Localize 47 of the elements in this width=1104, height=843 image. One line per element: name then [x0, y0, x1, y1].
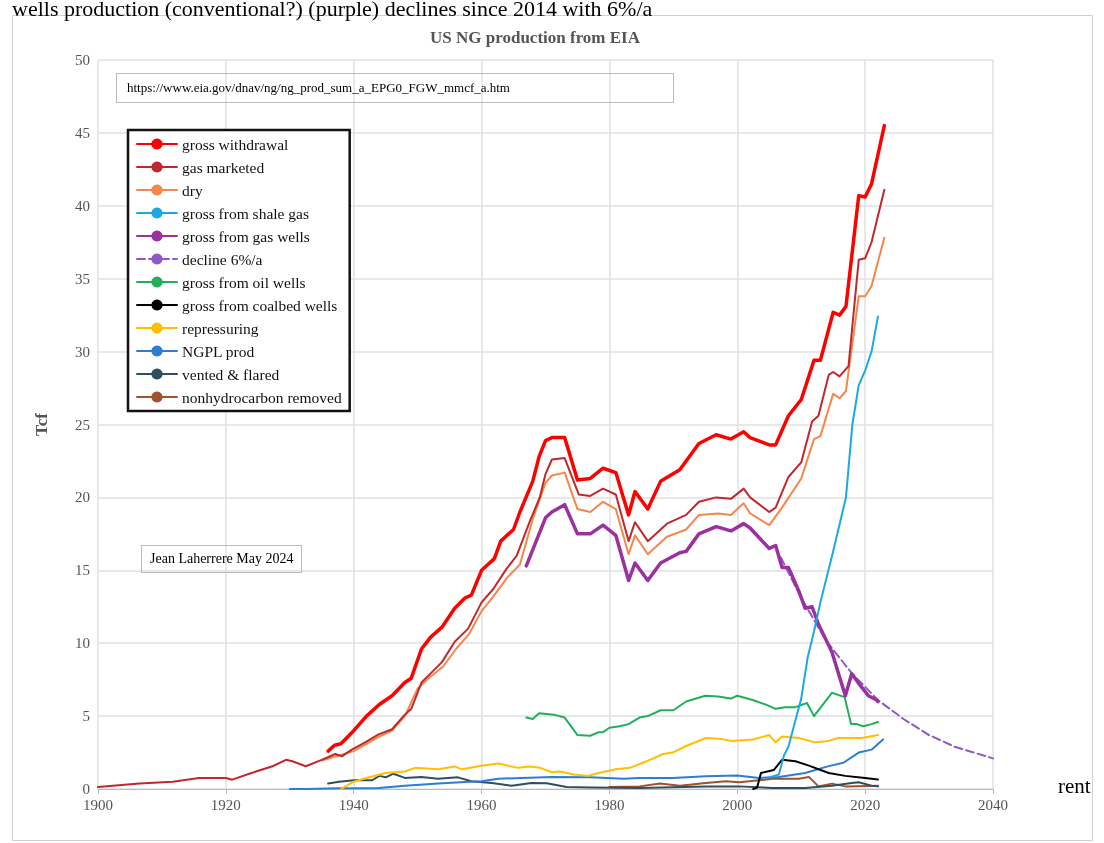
- chart-title: US NG production from EIA: [429, 28, 641, 47]
- line-series: [752, 758, 879, 790]
- x-tick-label: 2020: [850, 796, 881, 813]
- x-tick-label: 1960: [466, 796, 497, 813]
- x-tick-label: 2040: [978, 796, 1008, 813]
- legend-label: repressuring: [182, 319, 259, 337]
- legend-label: gross from coalbed wells: [182, 296, 338, 314]
- x-tick-label: 1980: [594, 796, 625, 813]
- y-tick-label: 25: [75, 416, 90, 433]
- y-axis-title: Tcf: [32, 412, 51, 436]
- x-tick-label: 1940: [338, 796, 369, 813]
- y-tick-label: 5: [82, 708, 90, 725]
- line-series: [288, 738, 885, 790]
- line-series: [525, 691, 879, 737]
- legend-label: dry: [182, 181, 203, 199]
- line-series: [97, 188, 886, 788]
- y-tick-label: 35: [75, 270, 90, 287]
- x-tick-label: 1920: [210, 796, 241, 813]
- legend-label: nonhydrocarbon removed: [182, 388, 342, 406]
- annotation: Jean Laherrere May 2024: [141, 545, 303, 573]
- x-tick-label: 1900: [83, 796, 113, 813]
- y-tick-label: 20: [75, 489, 90, 506]
- line-series: [327, 772, 879, 789]
- legend-label: decline 6%/a: [182, 250, 263, 268]
- line-series: [339, 734, 879, 790]
- legend-label: gross from oil wells: [182, 273, 306, 291]
- y-tick-label: 30: [75, 343, 90, 360]
- line-series: [779, 556, 994, 760]
- text: rent: [1058, 774, 1091, 799]
- legend-label: gas marketed: [182, 158, 265, 176]
- line-series: [524, 502, 880, 704]
- line-series: [608, 775, 879, 788]
- legend-label: gross withdrawal: [182, 135, 289, 153]
- annotation: https://www.eia.gov/dnav/ng/ng_prod_sum_a_EPG0_FGW_mmcf_a.htm: [116, 73, 674, 103]
- legend-label: gross from gas wells: [182, 227, 310, 245]
- x-tick-label: 2000: [722, 796, 753, 813]
- y-tick-label: 40: [75, 197, 90, 214]
- legend-label: NGPL prod: [182, 342, 255, 360]
- y-tick-label: 15: [75, 562, 90, 579]
- y-tick-label: 10: [75, 635, 90, 652]
- y-tick-label: 45: [75, 124, 90, 141]
- legend-label: gross from shale gas: [182, 204, 309, 222]
- text: wells production (conventional?) (purple) declines since 2014 with 6%/a: [12, 0, 653, 22]
- y-tick-label: 50: [75, 52, 90, 68]
- line-series: [768, 315, 879, 779]
- legend-label: vented & flared: [182, 365, 280, 383]
- y-tick-label: 0: [82, 781, 90, 797]
